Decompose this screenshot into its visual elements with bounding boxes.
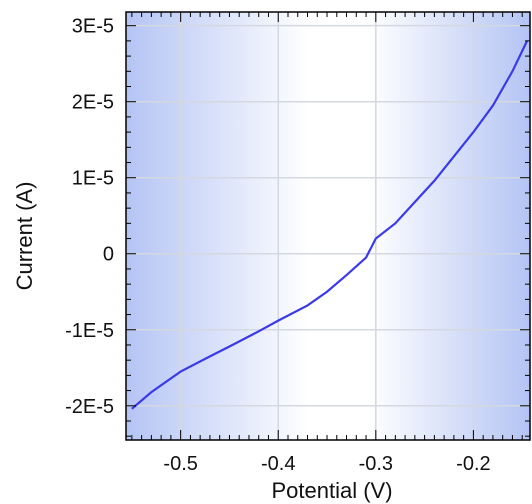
y-tick-label: 3E-5	[72, 16, 114, 38]
x-tick-labels: -0.5 -0.4 -0.3 -0.2	[163, 453, 490, 475]
grid-lines	[126, 12, 530, 440]
y-axis-label: Current (A)	[12, 182, 37, 291]
y-tick-label: 0	[103, 244, 114, 266]
y-tick-label: -2E-5	[65, 396, 114, 418]
y-tick-label: 1E-5	[72, 168, 114, 190]
y-tick-label: -1E-5	[65, 320, 114, 342]
y-tick-label: 2E-5	[72, 92, 114, 114]
series-line	[131, 40, 529, 410]
plot-area	[126, 12, 530, 440]
plot-frame	[125, 11, 531, 441]
x-axis-label: Potential (V)	[271, 478, 392, 503]
axis-ticks	[126, 12, 530, 440]
x-tick-label: -0.5	[163, 453, 197, 475]
x-tick-label: -0.3	[359, 453, 393, 475]
x-tick-label: -0.2	[456, 453, 490, 475]
y-tick-labels: -2E-5 -1E-5 0 1E-5 2E-5 3E-5	[65, 16, 114, 418]
x-tick-label: -0.4	[261, 453, 295, 475]
